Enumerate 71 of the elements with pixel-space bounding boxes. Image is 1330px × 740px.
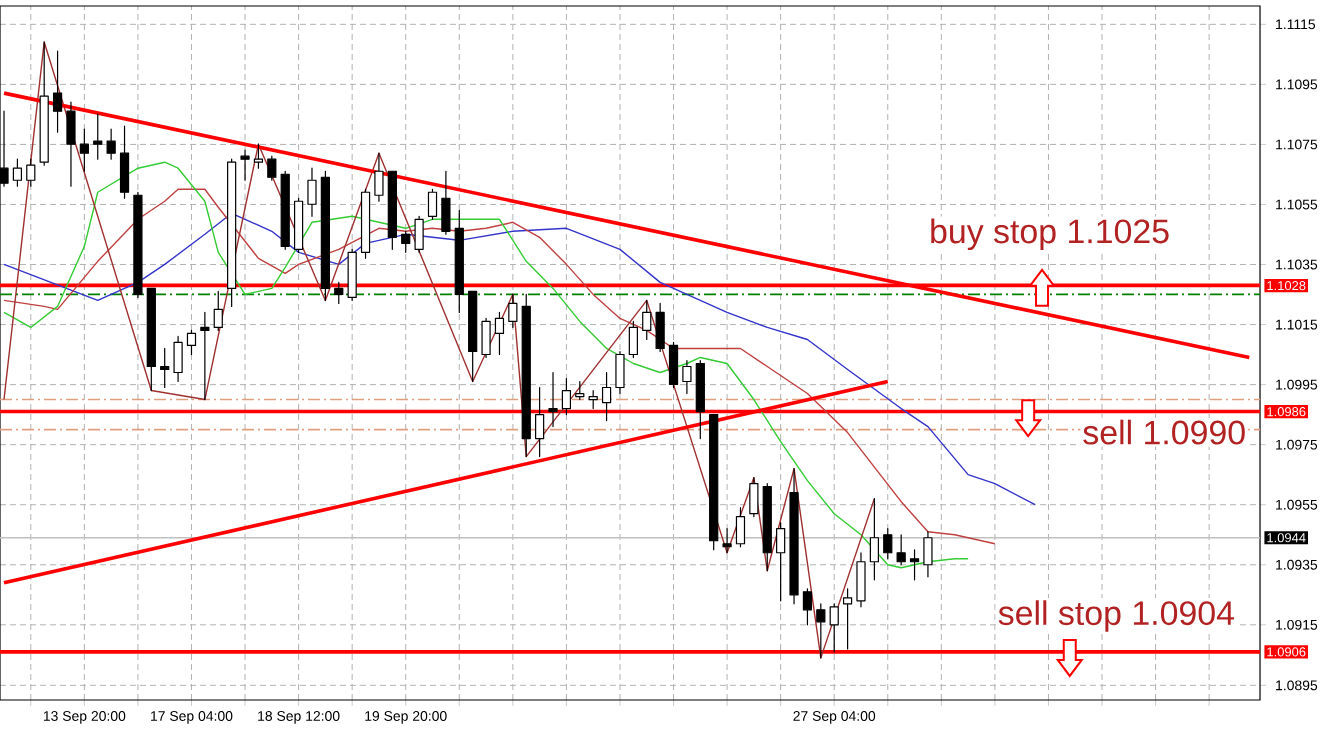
- candlestick: [12, 158, 23, 187]
- candlestick: [454, 209, 464, 314]
- candlestick: [39, 41, 49, 166]
- annotation: sell stop 1.0904: [998, 600, 1234, 632]
- candlestick: [307, 167, 317, 217]
- candlestick: [869, 498, 879, 581]
- candlestick: [387, 170, 397, 250]
- line-series: [3, 41, 876, 659]
- candlestick: [548, 371, 558, 428]
- candlestick: [401, 230, 411, 253]
- candlestick: [200, 311, 210, 401]
- candlestick: [240, 149, 250, 181]
- candlestick: [883, 528, 893, 560]
- candlestick: [481, 317, 491, 359]
- candlestick: [320, 170, 330, 302]
- candlestick: [227, 158, 237, 308]
- candlestick: [655, 302, 665, 353]
- candlestick: [213, 290, 223, 332]
- candlestick: [280, 170, 290, 250]
- candlestick: [293, 197, 304, 253]
- candlestick: [26, 158, 36, 187]
- candlestick: [842, 588, 853, 650]
- candlestick: [334, 281, 344, 305]
- candlestick: [628, 320, 638, 359]
- annotation: sell 1.0990: [1083, 419, 1245, 445]
- annotation: buy stop 1.1025: [931, 218, 1169, 251]
- candlestick: [441, 170, 451, 235]
- candlestick: [896, 534, 906, 566]
- candlestick: [119, 125, 130, 199]
- candlestick: [762, 483, 772, 572]
- candlestick: [642, 299, 652, 341]
- candlestick: [601, 371, 612, 422]
- candlestick: [735, 507, 746, 548]
- candlestick: [414, 215, 424, 253]
- candlestick: [909, 549, 920, 581]
- candlestick: [106, 128, 116, 160]
- candlestick: [829, 603, 839, 653]
- candlestick: [133, 191, 143, 298]
- candlestick: [427, 188, 438, 220]
- candlestick: [615, 350, 625, 395]
- candlestick: [709, 413, 719, 551]
- candlestick: [535, 386, 545, 458]
- candlestick: [186, 329, 197, 356]
- candlestick: [575, 380, 585, 401]
- candlestick: [267, 155, 277, 181]
- candlestick: [253, 143, 264, 169]
- candlestick: [682, 359, 692, 395]
- candlestick: [789, 468, 799, 605]
- candlestick: [695, 359, 705, 440]
- candlestick: [468, 290, 478, 383]
- candlestick: [816, 603, 826, 659]
- candlestick: [146, 287, 156, 392]
- candlestick: [521, 293, 531, 458]
- candlestick: [856, 552, 866, 608]
- candlestick: [79, 128, 89, 172]
- candlestick: [749, 477, 759, 518]
- candlestick: [508, 293, 518, 329]
- candlestick: [588, 389, 598, 410]
- candlestick: [494, 311, 505, 356]
- candlestick: [561, 377, 572, 416]
- candlestick: [347, 248, 357, 302]
- candlestick: [374, 152, 384, 202]
- candlestick: [776, 522, 786, 602]
- candlestick: [802, 588, 813, 626]
- candlestick: [668, 341, 679, 389]
- candlestick: [52, 50, 63, 133]
- candlestick: [722, 528, 732, 554]
- candlestick: [360, 188, 371, 259]
- candlestick: [923, 531, 933, 578]
- candlestick: [66, 101, 76, 187]
- candlestick: [173, 335, 183, 383]
